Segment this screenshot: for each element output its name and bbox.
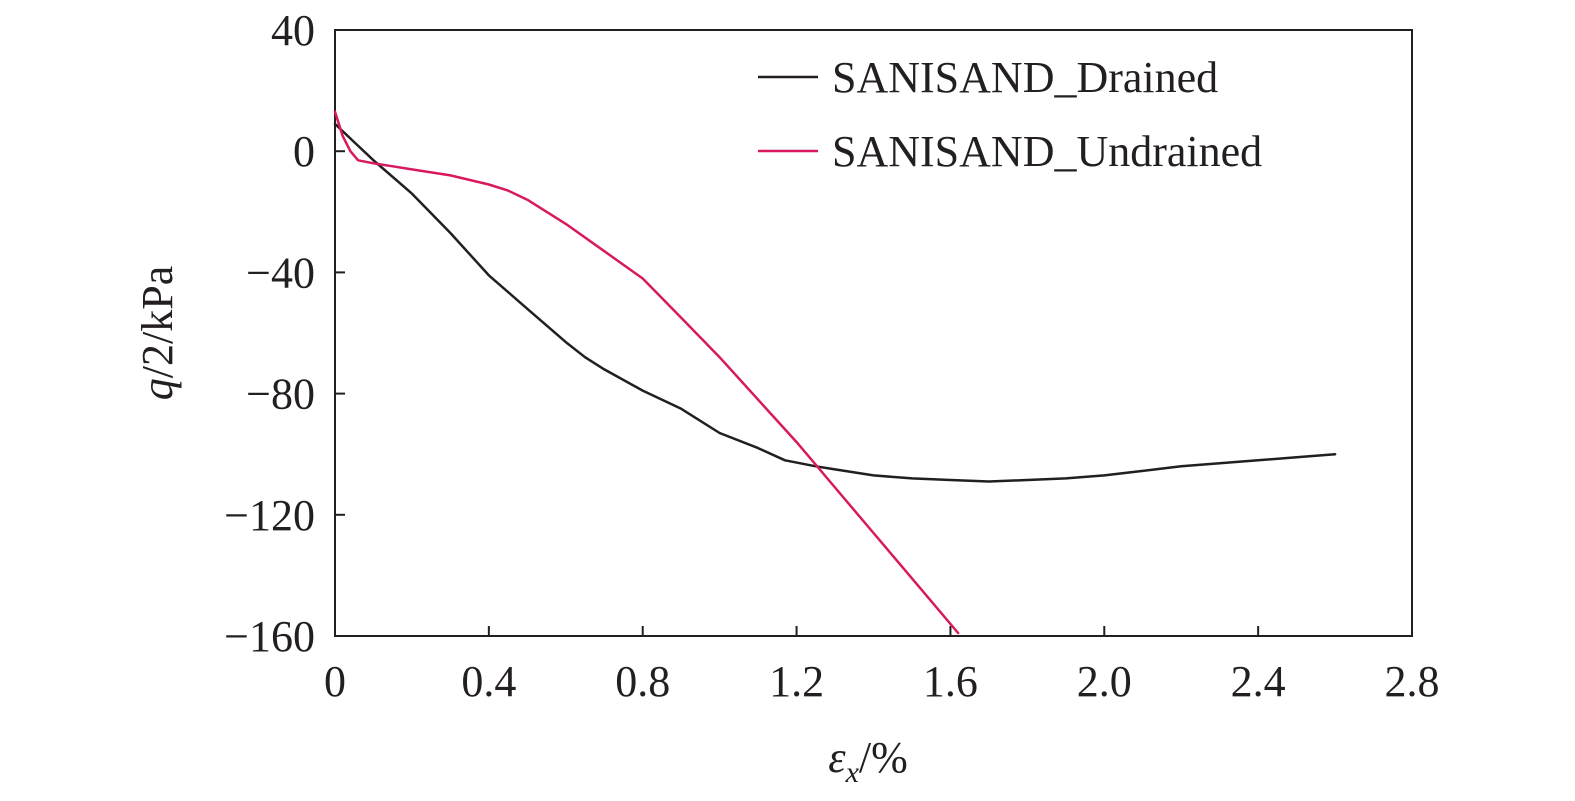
ticks-layer: 0 0.4 0.8 1.2 1.6 2.0 2.4 2.8 40 0 −40 −80 −120 −160: [224, 6, 1439, 706]
x-tick-label: 1.2: [769, 657, 824, 706]
y-tick-label: −80: [246, 370, 315, 419]
legend-label-undrained: SANISAND_Undrained: [832, 127, 1262, 176]
x-axis-subscript: x: [845, 756, 860, 789]
x-tick-label: 0: [324, 657, 346, 706]
series-line-undrained: [333, 110, 960, 635]
y-tick-label: 0: [293, 127, 315, 176]
y-tick-label: −160: [224, 612, 315, 661]
plot-frame: [334, 29, 1413, 637]
y-tick-label: −120: [224, 491, 315, 540]
x-tick-label: 1.6: [923, 657, 978, 706]
x-tick-label: 2.4: [1231, 657, 1286, 706]
y-axis-symbol: q: [133, 378, 182, 400]
x-axis-symbol: ε: [828, 733, 846, 782]
x-axis-title: εx/%: [828, 733, 908, 789]
x-tick-label: 2.8: [1385, 657, 1440, 706]
y-axis-unit: /2/kPa: [133, 266, 182, 378]
y-axis-title: q/2/kPa: [133, 266, 182, 400]
legend: SANISAND_Drained SANISAND_Undrained: [758, 53, 1262, 176]
x-tick-label: 0.8: [615, 657, 670, 706]
x-tick-label: 0.4: [461, 657, 516, 706]
series-line-drained: [333, 122, 1337, 483]
legend-label-drained: SANISAND_Drained: [832, 53, 1218, 102]
y-tick-label: 40: [271, 6, 315, 55]
y-tick-label: −40: [246, 248, 315, 297]
x-axis-unit: /%: [859, 733, 908, 782]
x-tick-label: 2.0: [1077, 657, 1132, 706]
series-layer: [333, 110, 1337, 635]
